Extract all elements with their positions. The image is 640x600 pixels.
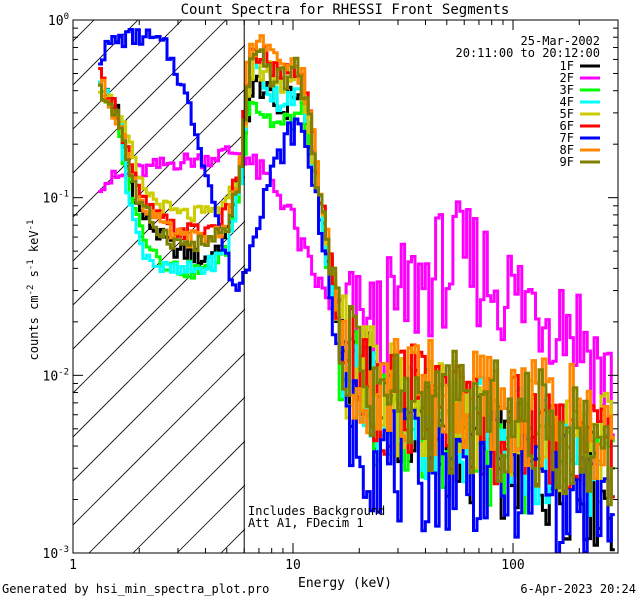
hatch-line bbox=[73, 20, 139, 86]
legend-label-2f: 2F bbox=[560, 71, 574, 85]
hatch-line bbox=[73, 308, 245, 482]
hatch-line bbox=[73, 88, 245, 262]
x-tick-label: 10 bbox=[285, 558, 301, 573]
hatch-line bbox=[73, 44, 245, 218]
series-line-2f bbox=[98, 145, 615, 437]
date-label: 25-Mar-2002 bbox=[521, 34, 600, 48]
x-tick-label: 1 bbox=[69, 558, 77, 573]
generated-by-text: Generated by hsi_min_spectra_plot.pro bbox=[2, 582, 270, 596]
legend-label-9f: 9F bbox=[560, 155, 574, 169]
legend-label-3f: 3F bbox=[560, 83, 574, 97]
legend-label-8f: 8F bbox=[560, 143, 574, 157]
y-tick-label: 10-3 bbox=[43, 545, 70, 562]
y-tick-label: 10-2 bbox=[43, 367, 70, 384]
hatch-line bbox=[73, 176, 245, 350]
plot-frame bbox=[72, 19, 619, 554]
hatch-line bbox=[73, 132, 245, 306]
series-line-9f bbox=[98, 48, 615, 507]
hatch-line bbox=[73, 264, 245, 438]
y-tick-label: 100 bbox=[48, 12, 69, 29]
hatch-line bbox=[88, 396, 245, 553]
chart-title: Count Spectra for RHESSI Front Segments bbox=[181, 2, 510, 18]
legend-label-7f: 7F bbox=[560, 131, 574, 145]
x-axis-label: Energy (keV) bbox=[298, 576, 392, 591]
legend-label-6f: 6F bbox=[560, 119, 574, 133]
legend-label-4f: 4F bbox=[560, 95, 574, 109]
x-tick-label: 100 bbox=[501, 558, 524, 573]
time-range-label: 20:11:00 to 20:12:00 bbox=[456, 46, 601, 60]
annotation-attenuator: Att A1, FDecim 1 bbox=[248, 516, 364, 530]
y-tick-label: 10-1 bbox=[43, 190, 70, 207]
hatch-line bbox=[73, 20, 227, 174]
legend-label-5f: 5F bbox=[560, 107, 574, 121]
footer-timestamp: 6-Apr-2023 20:24 bbox=[520, 582, 636, 596]
annotation-background: Includes Background bbox=[248, 504, 385, 518]
hatch-line bbox=[73, 20, 183, 130]
legend-label-1f: 1F bbox=[560, 59, 574, 73]
hatch-line bbox=[73, 352, 245, 526]
hatch-line bbox=[132, 440, 245, 553]
y-axis-label: counts cm-2 s-1 keV-1 bbox=[26, 220, 41, 361]
